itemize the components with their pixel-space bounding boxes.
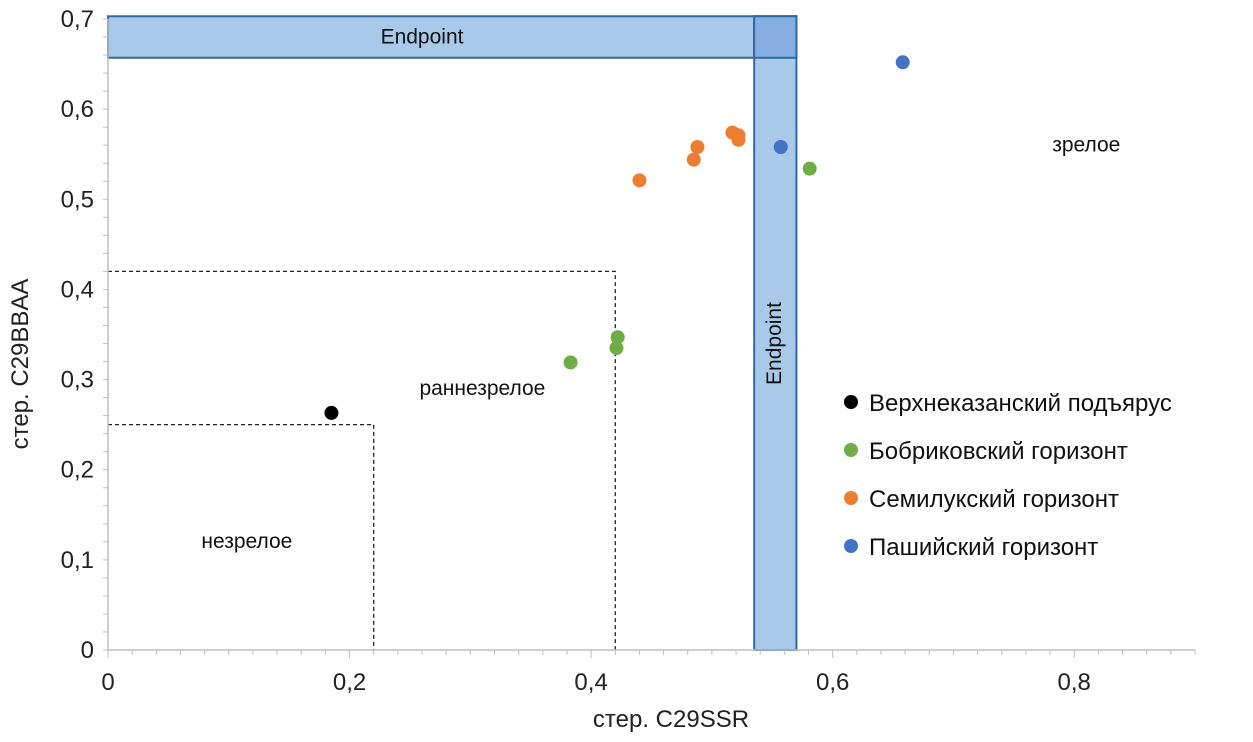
x-tick-label: 0,8 — [1058, 669, 1091, 696]
zone-label: незрелое — [201, 530, 292, 553]
y-tick-label: 0,4 — [61, 276, 94, 303]
zone-label: раннезрелое — [419, 377, 545, 400]
legend-entry: Пашийский горизонт — [869, 534, 1098, 561]
y-tick-label: 0,6 — [61, 96, 94, 123]
y-tick-label: 0,5 — [61, 186, 94, 213]
data-points — [324, 55, 910, 420]
data-point-series-2 — [632, 173, 647, 188]
data-point-series-3 — [895, 55, 910, 70]
y-axis-label: стер. C29BBAA — [7, 279, 34, 450]
endpoint-band-overlap — [753, 15, 798, 59]
x-tick-label: 0,4 — [574, 669, 607, 696]
data-point-series-1 — [802, 161, 817, 176]
y-tick-label: 0 — [81, 637, 94, 664]
legend-entry: Семилукский горизонт — [869, 486, 1119, 513]
legend-marker — [844, 443, 858, 457]
zone-boundary-1 — [108, 270, 616, 650]
y-tick-label: 0,7 — [61, 6, 94, 33]
y-tick-label: 0,3 — [61, 367, 94, 394]
legend-entry: Верхнеказанский подъярус — [869, 390, 1172, 417]
legend-marker — [844, 491, 858, 505]
data-point-series-2 — [731, 132, 746, 147]
legend: Верхнеказанский подъярус Бобриковский гор… — [844, 390, 1172, 561]
x-axis-label: стер. C29SSR — [593, 706, 749, 733]
data-point-series-2 — [690, 140, 705, 155]
data-point-series-0 — [324, 405, 339, 420]
legend-entry: Бобриковский горизонт — [869, 438, 1128, 465]
data-point-series-2 — [686, 152, 701, 167]
endpoint-band-label-vertical: Endpoint — [763, 302, 786, 385]
zone-boundaries — [108, 270, 616, 650]
x-tick-label: 0,6 — [816, 669, 849, 696]
endpoint-band-vertical — [753, 15, 798, 651]
zone-boundary-0 — [108, 423, 375, 650]
data-point-series-3 — [773, 140, 788, 155]
x-tick-label: 0,2 — [333, 669, 366, 696]
data-point-series-1 — [563, 355, 578, 370]
x-tick-label: 0 — [101, 669, 114, 696]
endpoint-band-label-horizontal: Endpoint — [381, 26, 464, 49]
legend-marker — [844, 395, 858, 409]
endpoint-bands: Endpoint Endpoint — [107, 15, 798, 651]
zone-label: зрелое — [1052, 134, 1120, 157]
legend-marker — [844, 539, 858, 553]
data-point-series-1 — [609, 341, 624, 356]
y-tick-label: 0,2 — [61, 457, 94, 484]
y-tick-label: 0,1 — [61, 547, 94, 574]
zone-labels: незрелое раннезрелое зрелое — [201, 134, 1120, 554]
data-point-series-1 — [610, 330, 625, 345]
axes: 0 0,2 0,4 0,6 0,8 0 0,1 0,2 0,3 0,4 0,5 0,6 0,7 — [61, 6, 1196, 696]
